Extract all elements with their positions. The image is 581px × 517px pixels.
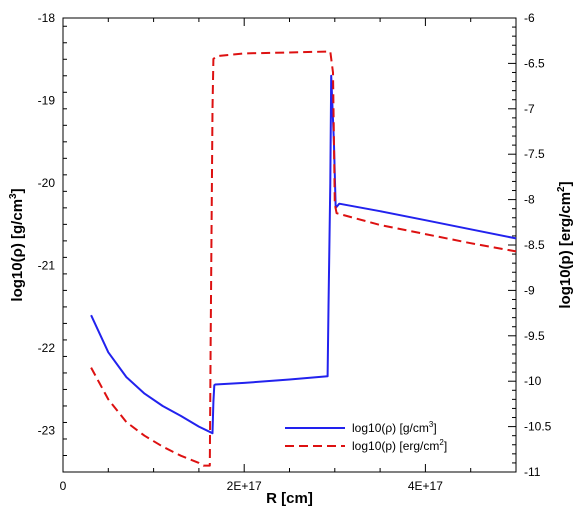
legend-label-density: log10(ρ) [g/cm3] [352, 420, 437, 435]
y-left-title-superscript: 3 [8, 193, 19, 199]
legend-density-end: ] [433, 421, 436, 435]
legend-density-superscript: 3 [429, 420, 434, 429]
x-axis-title: R [cm] [266, 490, 313, 507]
y-left-tick-label: -18 [38, 11, 56, 25]
series-layer [90, 50, 517, 467]
y-right-tick-label: -7 [524, 102, 535, 116]
y-right-tick-label: -9.5 [524, 329, 545, 343]
y-right-tick-label: -10.5 [524, 420, 552, 434]
y-right-tick-label: -6.5 [524, 56, 545, 70]
y-right-axis-title: log10(p) [erg/cm2] [556, 181, 574, 308]
y-left-tick-label: -20 [38, 176, 56, 190]
ticks-layer: 0 2E+17 4E+17 -18 -19 -20 -21 -22 -23 -6 -6.5 -7 -7.… [38, 11, 552, 493]
plot-area [62, 17, 517, 473]
x-tick-label: 4E+17 [408, 479, 443, 493]
x-tick-label: 0 [60, 479, 67, 493]
y-right-tick-label: -10 [524, 374, 542, 388]
y-left-tick-label: -21 [38, 259, 56, 273]
legend-pressure-end: ] [444, 439, 447, 453]
y-right-tick-label: -8 [524, 193, 535, 207]
y-right-tick-label: -7.5 [524, 147, 545, 161]
pressure-series-line [90, 50, 517, 467]
y-right-tick-label: -9 [524, 283, 535, 297]
x-tick-label: 2E+17 [227, 479, 262, 493]
legend-label-pressure: log10(p) [erg/cm2] [352, 438, 447, 453]
legend-pressure-superscript: 2 [439, 438, 444, 447]
y-right-title-main: log10(p) [erg/cm [557, 192, 574, 309]
y-right-tick-label: -8.5 [524, 238, 545, 252]
y-right-title-superscript: 2 [556, 186, 567, 192]
y-right-title-end: ] [557, 181, 574, 186]
y-left-title-main: log10(ρ) [g/cm [9, 199, 26, 302]
y-right-tick-label: -6 [524, 11, 535, 25]
density-series-line [90, 74, 517, 435]
legend-pressure-main: log10(p) [erg/cm [352, 439, 439, 453]
y-left-tick-label: -23 [38, 424, 56, 438]
legend: log10(ρ) [g/cm3] log10(p) [erg/cm2] [285, 420, 447, 453]
legend-density-main: log10(ρ) [g/cm [352, 421, 429, 435]
y-left-axis-title: log10(ρ) [g/cm3] [8, 188, 26, 301]
y-left-tick-label: -19 [38, 94, 56, 108]
y-left-tick-label: -22 [38, 341, 56, 355]
y-right-tick-label: -11 [524, 465, 541, 479]
y-left-title-end: ] [9, 188, 26, 193]
